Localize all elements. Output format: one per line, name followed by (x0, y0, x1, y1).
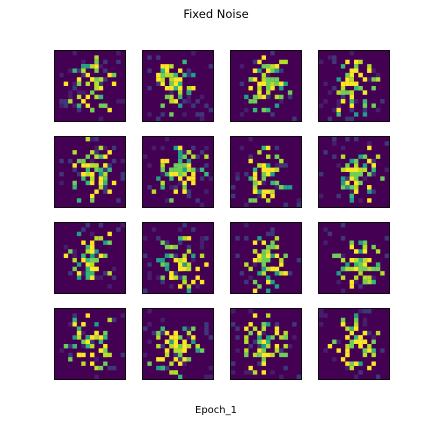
sample-image (319, 309, 389, 379)
sample-image (55, 309, 125, 379)
sample-tile (318, 308, 390, 380)
sample-image (319, 51, 389, 121)
sample-tile (230, 222, 302, 294)
sample-image (143, 51, 213, 121)
sample-tile (318, 136, 390, 208)
figure-caption: Epoch_1 (195, 405, 237, 416)
sample-grid (54, 50, 390, 380)
sample-tile (142, 50, 214, 122)
sample-image (143, 223, 213, 293)
sample-tile (54, 222, 126, 294)
sample-image (231, 51, 301, 121)
sample-tile (54, 136, 126, 208)
sample-image (55, 223, 125, 293)
sample-tile (230, 50, 302, 122)
sample-image (143, 309, 213, 379)
sample-tile (230, 136, 302, 208)
sample-tile (318, 222, 390, 294)
sample-image (143, 137, 213, 207)
sample-image (231, 223, 301, 293)
figure-title: Fixed Noise (183, 7, 249, 21)
sample-tile (230, 308, 302, 380)
sample-tile (142, 308, 214, 380)
sample-image (319, 137, 389, 207)
sample-image (231, 137, 301, 207)
sample-image (55, 137, 125, 207)
sample-image (231, 309, 301, 379)
sample-tile (54, 308, 126, 380)
sample-image (55, 51, 125, 121)
sample-tile (142, 222, 214, 294)
sample-tile (54, 50, 126, 122)
sample-tile (318, 50, 390, 122)
sample-image (319, 223, 389, 293)
sample-tile (142, 136, 214, 208)
